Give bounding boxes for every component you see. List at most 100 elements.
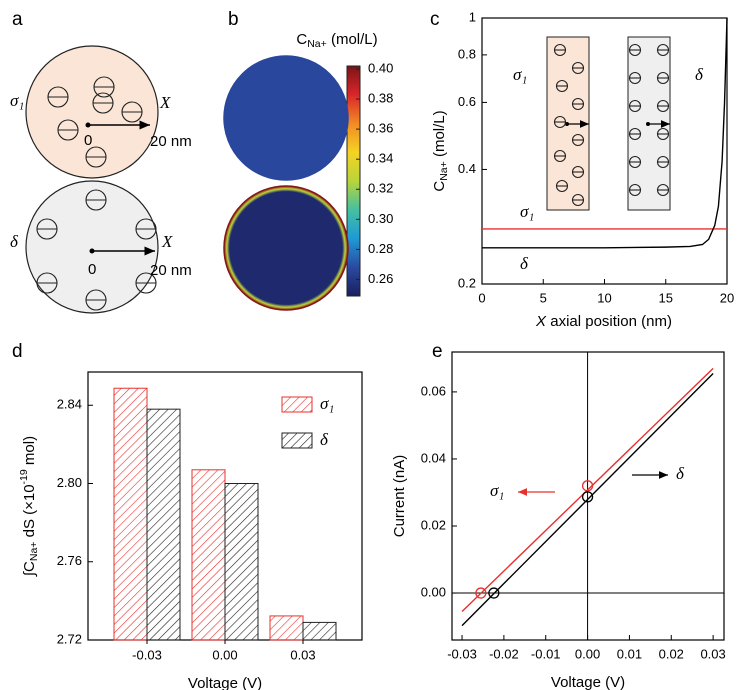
plot-frame xyxy=(481,17,728,285)
y-axis-label-part: Na+ xyxy=(28,542,40,562)
y-tick-label: 2.76 xyxy=(57,553,82,568)
y-axis-label-part: -19 xyxy=(18,469,30,484)
radius-label: 20 nm xyxy=(150,133,192,150)
y-tick-label: 0.04 xyxy=(421,450,446,465)
x-tick-label: 0.01 xyxy=(617,646,642,661)
colorbar-title-part: (mol/L) xyxy=(327,31,378,48)
x-tick-label: -0.03 xyxy=(447,646,477,661)
colorbar-tick-label: 0.32 xyxy=(368,181,393,196)
y-axis-label-part: mol) xyxy=(21,436,38,469)
series-label: δ xyxy=(676,464,685,483)
x-tick-label: 0.03 xyxy=(700,646,725,661)
y-tick-label: 0.4 xyxy=(458,161,476,176)
x-tick-label: 20 xyxy=(720,290,734,305)
charge-symbols xyxy=(36,76,157,311)
colorbar-tick-label: 0.36 xyxy=(368,121,393,136)
x-tick-label: 0 xyxy=(478,290,485,305)
data-point xyxy=(488,587,500,599)
data-point xyxy=(581,491,594,503)
colorbar-tick-label: 0.40 xyxy=(368,60,393,75)
x-tick-label: 0.00 xyxy=(212,647,237,662)
series-label: σ₁ xyxy=(520,202,534,221)
x-tick-label: 0.03 xyxy=(290,647,315,662)
x-axis-label: X axial position (nm) xyxy=(535,313,672,330)
legend-label: δ xyxy=(320,430,329,449)
y-axis-label: Current (nA) xyxy=(391,455,408,538)
x-axis-label: Voltage (V) xyxy=(551,674,625,690)
colorbar-title-part: C xyxy=(296,31,307,48)
colorbar-title: CNa+ (mol/L) xyxy=(296,31,377,50)
x-tick-label: -0.03 xyxy=(132,647,162,662)
center-dot xyxy=(646,122,650,126)
y-tick-label: 0.02 xyxy=(421,517,446,532)
colorbar-title-part: Na+ xyxy=(307,38,327,50)
y-tick-label: 2.84 xyxy=(57,397,82,412)
y-tick-label: 0.8 xyxy=(458,46,476,61)
y-axis-label: CNa+ (mol/L) xyxy=(431,110,450,191)
particle-name: δ xyxy=(10,232,19,251)
y-tick-label: 2.72 xyxy=(57,631,82,646)
panel-label: e xyxy=(432,341,443,362)
axis-name: X xyxy=(159,93,171,112)
bar xyxy=(113,387,148,641)
origin-label: 0 xyxy=(88,261,96,278)
y-tick-label: 0.06 xyxy=(421,383,446,398)
panel-label: b xyxy=(228,9,239,30)
colorbar-tick-label: 0.34 xyxy=(368,151,393,166)
center-dot xyxy=(89,248,95,254)
y-tick-label: 0.6 xyxy=(458,94,476,109)
annotation: δ xyxy=(695,65,704,84)
colorbar-tick-label: 0.26 xyxy=(368,271,393,286)
particle xyxy=(25,45,159,179)
particle-name: σ₁ xyxy=(10,91,24,110)
colorbar-tick-label: 0.28 xyxy=(368,241,393,256)
y-tick-label: 2.80 xyxy=(57,475,82,490)
data-point xyxy=(581,480,594,492)
bar xyxy=(146,408,181,641)
y-axis-label-part: Na+ xyxy=(438,161,450,181)
series-label: δ xyxy=(520,254,529,273)
bar xyxy=(269,615,304,641)
origin-label: 0 xyxy=(84,132,92,149)
x-tick-label: 0.02 xyxy=(659,646,684,661)
bar xyxy=(191,469,226,641)
particle xyxy=(25,180,159,314)
y-tick-label: 0.00 xyxy=(421,584,446,599)
legend-swatch xyxy=(281,432,313,449)
series-line xyxy=(461,372,714,627)
y-axis-label: ∫CNa+ dS (×10-19 mol) xyxy=(18,436,40,577)
colorbar-tick-label: 0.30 xyxy=(368,211,393,226)
concentration-map xyxy=(223,55,349,181)
panel-label: d xyxy=(12,341,23,362)
y-axis-label-part: C xyxy=(431,181,448,192)
x-tick-label: 15 xyxy=(659,290,673,305)
series-line xyxy=(461,367,714,613)
panel-label: a xyxy=(12,9,23,30)
x-tick-label: 5 xyxy=(540,290,547,305)
colorbar-tick-label: 0.38 xyxy=(368,91,393,106)
bar xyxy=(224,483,259,641)
x-tick-label: 0.00 xyxy=(575,646,600,661)
y-axis-label-part: ∫C xyxy=(21,561,38,577)
series-line xyxy=(482,17,728,249)
x-tick-label: -0.02 xyxy=(489,646,519,661)
legend-label: σ₁ xyxy=(320,394,334,413)
radius-label: 20 nm xyxy=(150,262,192,279)
panel-label: c xyxy=(430,9,440,30)
x-tick-label: -0.01 xyxy=(531,646,561,661)
y-axis-label-part: (mol/L) xyxy=(431,110,448,161)
x-tick-label: 10 xyxy=(597,290,611,305)
data-point xyxy=(475,587,487,599)
series-label: σ₁ xyxy=(490,481,504,500)
x-axis-label-part: axial position (nm) xyxy=(546,313,672,330)
center-dot xyxy=(565,122,569,126)
bar xyxy=(302,621,337,641)
y-tick-label: 1 xyxy=(469,9,476,24)
x-axis-label-part: X xyxy=(535,313,547,330)
y-tick-label: 0.2 xyxy=(458,275,476,290)
center-dot xyxy=(85,122,91,128)
concentration-map xyxy=(223,185,349,311)
colorbar xyxy=(346,65,361,297)
annotation: σ₁ xyxy=(513,65,527,84)
